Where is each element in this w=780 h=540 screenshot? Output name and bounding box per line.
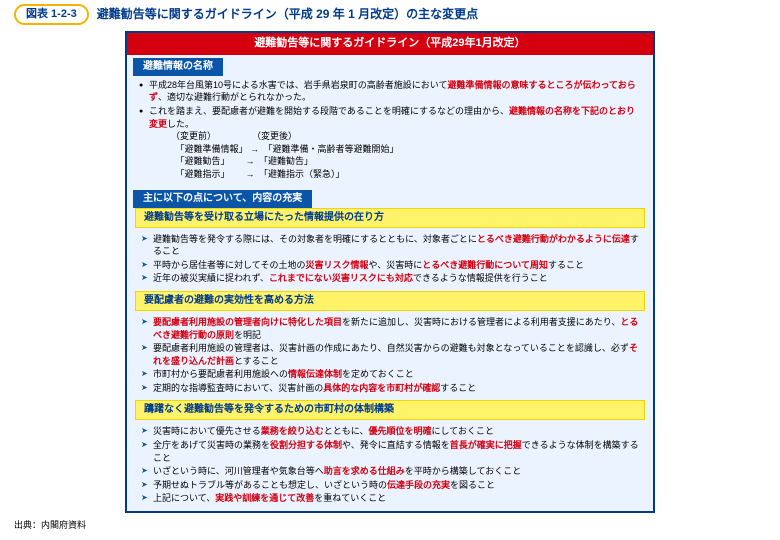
- figure-tag: 図表 1-2-3: [14, 4, 89, 25]
- subheading-1: 避難勧告等を受け取る立場にたった情報提供の在り方: [135, 208, 645, 228]
- section-renaming: 平成28年台風第10号による水害では、岩手県岩泉町の高齢者施設において避難準備情…: [127, 76, 653, 187]
- list-item: 上記について、実践や訓練を通じて改善を重ねていくこと: [139, 492, 641, 505]
- rename-row: 「避難勧告」 → 「避難勧告」: [171, 155, 641, 168]
- source-credit: 出典：内閣府資料: [14, 519, 780, 532]
- group-2: 要配慮者利用施設の管理者向けに特化した項目を新たに追加し、災害時における管理者に…: [127, 313, 653, 401]
- list-item: いざという時に、河川管理者や気象台等へ助言を求める仕組みを平時から構築しておくこ…: [139, 465, 641, 478]
- list-item: 定期的な指導監査時において、災害計画の具体的な内容を市町村が確認すること: [139, 382, 641, 395]
- group-1: 避難勧告等を発令する際には、その対象者を明確にするとともに、対象者ごとにとるべき…: [127, 230, 653, 291]
- figure-title: 避難勧告等に関するガイドライン（平成 29 年 1 月改定）の主な変更点: [97, 6, 478, 23]
- list-item: 平時から居住者等に対してその土地の災害リスク情報や、災害時にとるべき避難行動につ…: [139, 259, 641, 272]
- list-item: 平成28年台風第10号による水害では、岩手県岩泉町の高齢者施設において避難準備情…: [139, 79, 641, 104]
- content-box: 避難勧告等に関するガイドライン（平成29年1月改定） 避難情報の名称 平成28年…: [125, 31, 655, 513]
- list-item: 避難勧告等を発令する際には、その対象者を明確にするとともに、対象者ごとにとるべき…: [139, 233, 641, 258]
- list-item: 災害時において優先させる業務を絞り込むとともに、優先順位を明確にしておくこと: [139, 425, 641, 438]
- list-item: 予期せぬトラブル等があることも想定し、いざという時の伝達手段の充実を図ること: [139, 479, 641, 492]
- list-item: これを踏まえ、要配慮者が避難を開始する段階であることを明確にするなどの理由から、…: [139, 105, 641, 181]
- list-item: 要配慮者利用施設の管理者向けに特化した項目を新たに追加し、災害時における管理者に…: [139, 316, 641, 341]
- tab-enhancement: 主に以下の点について、内容の充実: [133, 190, 312, 208]
- rename-header: （変更前） （変更後）: [171, 130, 641, 143]
- rename-row: 「避難準備情報」 → 「避難準備・高齢者等避難開始」: [171, 143, 641, 156]
- group-3: 災害時において優先させる業務を絞り込むとともに、優先順位を明確にしておくこと 全…: [127, 422, 653, 511]
- list-item: 全庁をあげて災害時の業務を役割分担する体制や、発令に直結する情報を首長が確実に把…: [139, 439, 641, 464]
- list-item: 市町村から要配慮者利用施設への情報伝達体制を定めておくこと: [139, 368, 641, 381]
- list-item: 近年の被災実績に捉われず、これまでにない災害リスクにも対応できるような情報提供を…: [139, 272, 641, 285]
- subheading-3: 躊躇なく避難勧告等を発令するための市町村の体制構築: [135, 400, 645, 420]
- list-item: 要配慮者利用施設の管理者は、災害計画の作成にあたり、自然災害からの避難も対象とな…: [139, 342, 641, 367]
- subheading-2: 要配慮者の避難の実効性を高める方法: [135, 291, 645, 311]
- rename-row: 「避難指示」 → 「避難指示（緊急）」: [171, 168, 641, 181]
- figure-header: 図表 1-2-3 避難勧告等に関するガイドライン（平成 29 年 1 月改定）の…: [0, 0, 780, 31]
- tab-names: 避難情報の名称: [133, 58, 223, 76]
- banner-title: 避難勧告等に関するガイドライン（平成29年1月改定）: [127, 33, 653, 54]
